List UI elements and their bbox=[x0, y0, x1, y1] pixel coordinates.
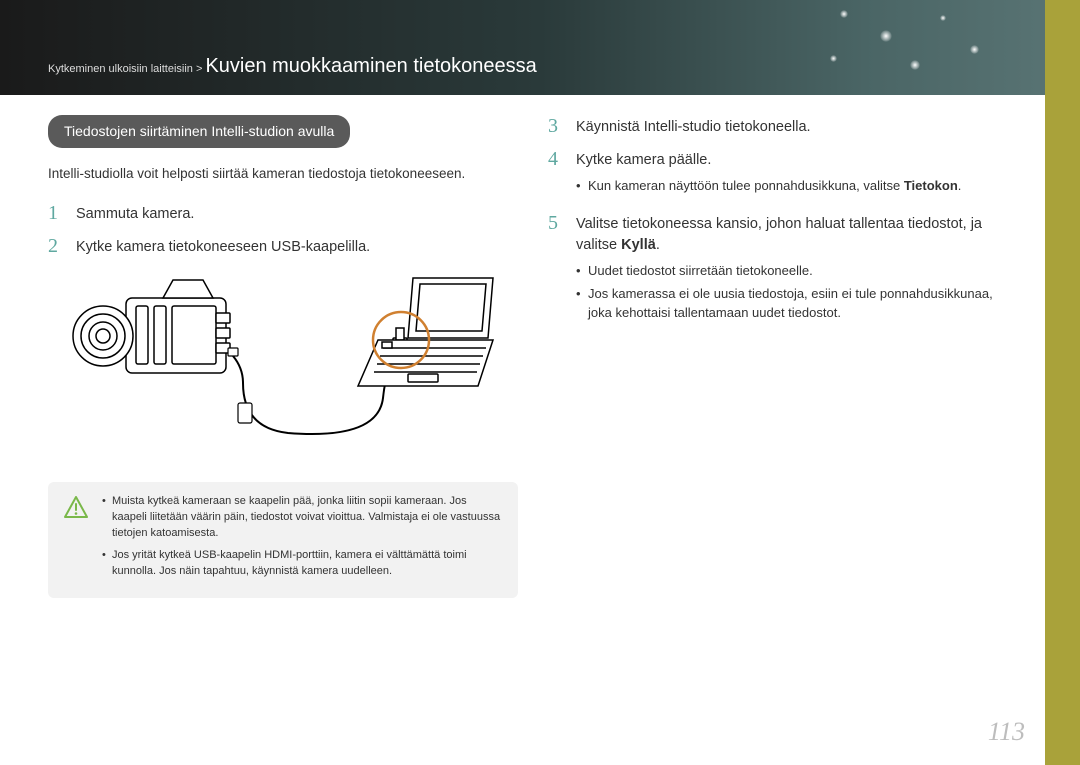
step-number: 4 bbox=[548, 148, 566, 170]
bullet-item: Jos kamerassa ei ole uusia tiedostoja, e… bbox=[576, 285, 1018, 323]
bullet-item: Kun kameran näyttöön tulee ponnahdusikku… bbox=[576, 177, 1018, 196]
section-heading-pill: Tiedostojen siirtäminen Intelli-studion … bbox=[48, 115, 350, 148]
step-text: Valitse tietokoneessa kansio, johon halu… bbox=[576, 212, 1018, 327]
usb-connection-diagram bbox=[68, 268, 498, 464]
step-text: Kytke kamera tietokoneeseen USB-kaapelil… bbox=[76, 235, 518, 258]
right-column: 3 Käynnistä Intelli-studio tietokoneella… bbox=[548, 115, 1018, 725]
accent-bar bbox=[1045, 0, 1080, 765]
step-3: 3 Käynnistä Intelli-studio tietokoneella… bbox=[548, 115, 1018, 138]
content-area: Tiedostojen siirtäminen Intelli-studion … bbox=[48, 115, 1020, 725]
step-4-bullets: Kun kameran näyttöön tulee ponnahdusikku… bbox=[576, 177, 1018, 196]
left-column: Tiedostojen siirtäminen Intelli-studion … bbox=[48, 115, 518, 725]
step-1: 1 Sammuta kamera. bbox=[48, 202, 518, 225]
note-text: Muista kytkeä kameraan se kaapelin pää, … bbox=[102, 494, 504, 586]
step-5: 5 Valitse tietokoneessa kansio, johon ha… bbox=[548, 212, 1018, 327]
caution-icon bbox=[62, 494, 90, 586]
step-number: 1 bbox=[48, 202, 66, 224]
step-number: 2 bbox=[48, 235, 66, 257]
bullet-item: Uudet tiedostot siirretään tietokoneelle… bbox=[576, 262, 1018, 281]
step-number: 5 bbox=[548, 212, 566, 234]
header-decoration bbox=[820, 0, 1020, 95]
step-text: Sammuta kamera. bbox=[76, 202, 518, 225]
step-4: 4 Kytke kamera päälle. Kun kameran näytt… bbox=[548, 148, 1018, 200]
page-header: Kytkeminen ulkoisiin laitteisiin > Kuvie… bbox=[0, 0, 1080, 95]
caution-note: Muista kytkeä kameraan se kaapelin pää, … bbox=[48, 482, 518, 598]
breadcrumb: Kytkeminen ulkoisiin laitteisiin > bbox=[48, 63, 205, 75]
step-number: 3 bbox=[548, 115, 566, 137]
step-2: 2 Kytke kamera tietokoneeseen USB-kaapel… bbox=[48, 235, 518, 258]
page-number: 113 bbox=[988, 717, 1025, 747]
intro-text: Intelli-studiolla voit helposti siirtää … bbox=[48, 164, 518, 184]
note-bullet: Muista kytkeä kameraan se kaapelin pää, … bbox=[102, 494, 504, 542]
note-bullet: Jos yrität kytkeä USB-kaapelin HDMI-port… bbox=[102, 548, 504, 580]
step-4-text: Kytke kamera päälle. bbox=[576, 152, 711, 168]
step-text: Käynnistä Intelli-studio tietokoneella. bbox=[576, 115, 1018, 138]
step-5-bullets: Uudet tiedostot siirretään tietokoneelle… bbox=[576, 262, 1018, 323]
step-5-text: Valitse tietokoneessa kansio, johon halu… bbox=[576, 216, 982, 253]
page-title: Kuvien muokkaaminen tietokoneessa bbox=[205, 55, 536, 77]
step-text: Kytke kamera päälle. Kun kameran näyttöö… bbox=[576, 148, 1018, 200]
